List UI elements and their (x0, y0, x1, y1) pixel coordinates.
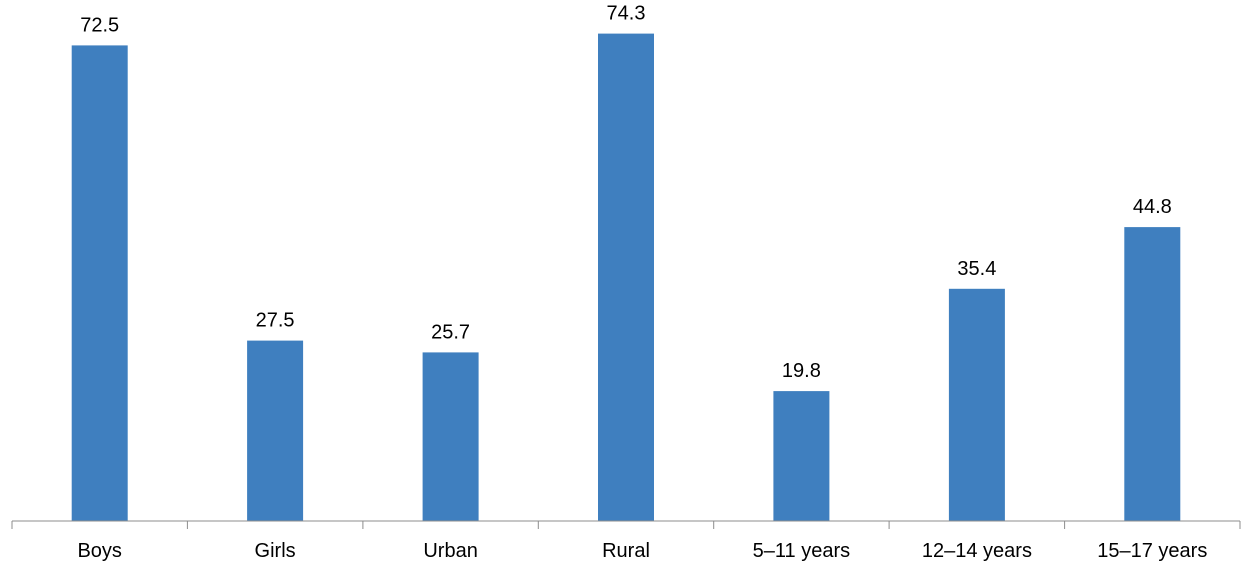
bar-value-label: 25.7 (431, 321, 470, 343)
bar-value-label: 44.8 (1133, 196, 1172, 218)
bar-value-label: 27.5 (256, 310, 295, 332)
bar-value-label: 19.8 (782, 360, 821, 382)
bar (598, 33, 654, 521)
x-tick-label: Boys (77, 540, 121, 562)
x-tick-label: 5–11 years (753, 540, 850, 562)
bars-group (71, 33, 1181, 522)
value-labels-group: 72.5 27.5 25.7 74.3 19.8 35.4 44.8 (80, 3, 1172, 383)
x-tick-label: Rural (602, 540, 650, 562)
x-axis (11, 520, 1241, 529)
x-tick-labels-group: Boys Girls Urban Rural 5–11 years 12–14 years… (77, 540, 1207, 562)
bar (1124, 227, 1181, 521)
x-tick-label: Urban (423, 540, 477, 562)
x-tick-label: Girls (255, 540, 296, 562)
bar (422, 352, 479, 521)
bar-value-label: 72.5 (80, 14, 119, 36)
bar-value-label: 74.3 (607, 3, 646, 25)
x-tick-label: 12–14 years (922, 540, 1032, 562)
bar (948, 288, 1005, 521)
bar (247, 340, 304, 521)
bar-value-label: 35.4 (957, 258, 996, 280)
bar (773, 391, 830, 521)
bar (71, 45, 128, 522)
x-tick-label: 15–17 years (1097, 540, 1207, 562)
